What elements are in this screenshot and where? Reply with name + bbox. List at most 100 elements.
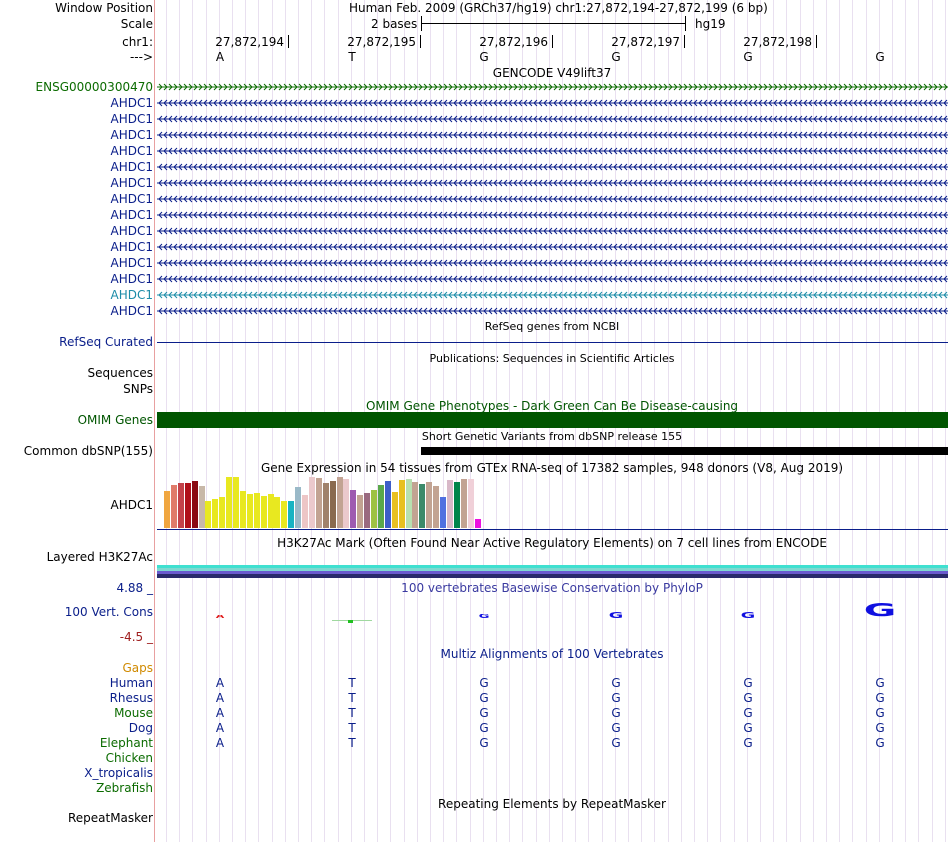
gtex-tissue-bar[interactable] <box>295 487 302 528</box>
gtex-tissue-bar[interactable] <box>260 496 267 528</box>
transcript-gene-model[interactable] <box>157 179 948 187</box>
omim-gene-bar[interactable] <box>157 412 948 428</box>
gtex-tissue-bar[interactable] <box>474 519 481 528</box>
phylop-score-letter[interactable]: G <box>863 602 897 620</box>
transcript-label[interactable]: AHDC1 <box>110 160 154 174</box>
gaps-label[interactable]: Gaps <box>122 661 153 675</box>
gtex-bar-chart[interactable] <box>164 476 544 528</box>
transcript-label[interactable]: AHDC1 <box>110 176 154 190</box>
transcript-label[interactable]: AHDC1 <box>110 144 154 158</box>
gtex-tissue-bar[interactable] <box>398 480 405 528</box>
gtex-tissue-bar[interactable] <box>184 483 191 528</box>
gtex-tissue-bar[interactable] <box>164 491 171 528</box>
gtex-tissue-bar[interactable] <box>377 485 384 528</box>
gtex-tissue-bar[interactable] <box>433 486 440 528</box>
gtex-tissue-bar[interactable] <box>440 497 447 528</box>
refseq-gene-line[interactable] <box>157 342 948 343</box>
species-label[interactable]: Elephant <box>99 736 153 750</box>
dbsnp-label[interactable]: Common dbSNP(155) <box>23 444 153 458</box>
gtex-tissue-bar[interactable] <box>281 501 288 528</box>
gtex-tissue-bar[interactable] <box>357 495 364 528</box>
species-label[interactable]: Dog <box>128 721 153 735</box>
dbsnp-variant-bar[interactable] <box>421 447 948 455</box>
transcript-label[interactable]: AHDC1 <box>110 256 154 270</box>
transcript-label[interactable]: AHDC1 <box>110 272 154 286</box>
transcript-gene-model[interactable] <box>157 227 948 235</box>
transcript-label[interactable]: AHDC1 <box>110 96 154 110</box>
transcript-label[interactable]: AHDC1 <box>110 240 154 254</box>
transcript-gene-model[interactable] <box>157 291 948 299</box>
gtex-tissue-bar[interactable] <box>191 481 198 528</box>
gtex-tissue-bar[interactable] <box>170 485 177 528</box>
transcript-gene-model[interactable] <box>157 195 948 203</box>
transcript-label[interactable]: AHDC1 <box>110 224 154 238</box>
transcript-label[interactable]: AHDC1 <box>110 288 154 302</box>
refseq-label[interactable]: RefSeq Curated <box>59 335 153 349</box>
gtex-tissue-bar[interactable] <box>226 477 233 528</box>
species-label[interactable]: X_tropicalis <box>84 766 153 780</box>
gtex-tissue-bar[interactable] <box>412 482 419 528</box>
transcript-gene-model[interactable] <box>157 99 948 107</box>
gtex-tissue-bar[interactable] <box>446 480 453 528</box>
gtex-tissue-bar[interactable] <box>426 482 433 528</box>
gtex-tissue-bar[interactable] <box>267 494 274 528</box>
repeatmasker-label[interactable]: RepeatMasker <box>67 811 153 825</box>
snps-label[interactable]: SNPs <box>123 382 153 396</box>
gtex-tissue-bar[interactable] <box>308 477 315 528</box>
phylop-score-letter[interactable]: G <box>740 612 756 620</box>
gtex-tissue-bar[interactable] <box>329 481 336 528</box>
gtex-tissue-bar[interactable] <box>350 490 357 528</box>
gtex-tissue-bar[interactable] <box>253 493 260 528</box>
ensg-gene-model[interactable] <box>157 83 948 91</box>
species-label[interactable]: Chicken <box>105 751 153 765</box>
gtex-tissue-bar[interactable] <box>391 492 398 528</box>
transcript-gene-model[interactable] <box>157 115 948 123</box>
gtex-gene-label[interactable]: AHDC1 <box>110 498 154 512</box>
phylop-score-letter[interactable]: G <box>478 614 490 620</box>
transcript-label[interactable]: AHDC1 <box>110 192 154 206</box>
gtex-tissue-bar[interactable] <box>322 483 329 528</box>
gtex-tissue-bar[interactable] <box>371 490 378 528</box>
gtex-tissue-bar[interactable] <box>239 491 246 528</box>
gtex-tissue-bar[interactable] <box>302 495 309 528</box>
gtex-tissue-bar[interactable] <box>384 481 391 528</box>
gtex-tissue-bar[interactable] <box>453 482 460 528</box>
gtex-tissue-bar[interactable] <box>315 478 322 528</box>
transcript-gene-model[interactable] <box>157 307 948 315</box>
gtex-tissue-bar[interactable] <box>405 479 412 528</box>
gtex-tissue-bar[interactable] <box>364 493 371 528</box>
species-label[interactable]: Human <box>109 676 153 690</box>
transcript-gene-model[interactable] <box>157 211 948 219</box>
gtex-tissue-bar[interactable] <box>336 477 343 528</box>
species-label[interactable]: Mouse <box>114 706 153 720</box>
transcript-gene-model[interactable] <box>157 275 948 283</box>
gtex-tissue-bar[interactable] <box>460 479 467 528</box>
gtex-tissue-bar[interactable] <box>343 479 350 528</box>
gtex-tissue-bar[interactable] <box>205 501 212 528</box>
gtex-tissue-bar[interactable] <box>233 477 240 528</box>
phylop-score-letter[interactable]: A <box>215 615 225 620</box>
transcript-gene-model[interactable] <box>157 243 948 251</box>
gtex-tissue-bar[interactable] <box>212 499 219 528</box>
transcript-gene-model[interactable] <box>157 163 948 171</box>
phylop-score-mark[interactable] <box>348 620 353 623</box>
transcript-gene-model[interactable] <box>157 131 948 139</box>
phylop-label[interactable]: 100 Vert. Cons <box>64 605 153 619</box>
ensg-label[interactable]: ENSG00000300470 <box>35 80 153 94</box>
transcript-gene-model[interactable] <box>157 147 948 155</box>
phylop-score-letter[interactable]: G <box>608 612 624 620</box>
omim-label[interactable]: OMIM Genes <box>77 413 153 427</box>
sequences-label[interactable]: Sequences <box>87 366 153 380</box>
species-label[interactable]: Zebrafish <box>96 781 153 795</box>
gtex-tissue-bar[interactable] <box>419 484 426 528</box>
gtex-tissue-bar[interactable] <box>274 497 281 528</box>
gtex-tissue-bar[interactable] <box>467 479 474 528</box>
gtex-tissue-bar[interactable] <box>177 483 184 528</box>
transcript-label[interactable]: AHDC1 <box>110 128 154 142</box>
gtex-tissue-bar[interactable] <box>198 486 205 528</box>
transcript-label[interactable]: AHDC1 <box>110 112 154 126</box>
species-label[interactable]: Rhesus <box>109 691 153 705</box>
transcript-label[interactable]: AHDC1 <box>110 304 154 318</box>
gtex-tissue-bar[interactable] <box>288 501 295 528</box>
gtex-tissue-bar[interactable] <box>246 494 253 528</box>
